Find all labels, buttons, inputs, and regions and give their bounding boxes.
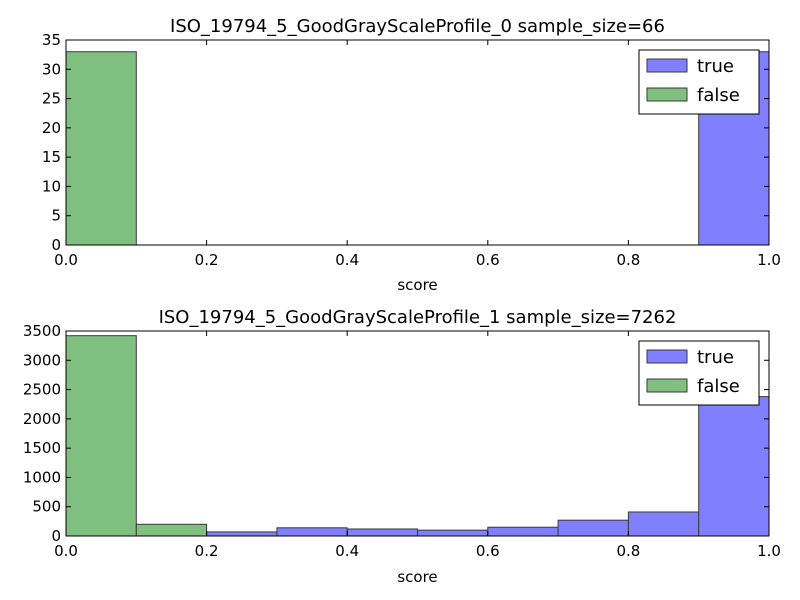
legend: true false (638, 49, 760, 115)
x-tick-label: 0.6 (476, 542, 500, 560)
bar-true-2 (206, 531, 278, 537)
y-tick-label: 0 (51, 527, 61, 545)
legend-label-true: true (697, 347, 734, 368)
x-tick-label: 1.0 (757, 251, 781, 269)
histogram-chart-top: ISO_19794_5_GoodGrayScaleProfile_0 sampl… (42, 16, 781, 294)
x-tick-label: 0.2 (195, 251, 219, 269)
x-axis-label: score (397, 568, 437, 586)
x-tick-label: 0.0 (54, 251, 78, 269)
bar-true-5 (417, 529, 489, 537)
y-tick-label: 10 (42, 177, 61, 195)
chart-title: ISO_19794_5_GoodGrayScaleProfile_1 sampl… (159, 307, 677, 328)
bar-true-3 (276, 527, 348, 537)
bar-true-7 (557, 519, 629, 537)
bar-true-4 (346, 528, 419, 537)
plot-frame (65, 39, 770, 246)
x-tick-label: 0.0 (54, 542, 78, 560)
y-tick-label: 3000 (23, 351, 61, 369)
y-tick-label: 35 (42, 31, 61, 49)
y-tick-label: 15 (42, 148, 61, 166)
bar-true-8 (627, 511, 700, 537)
legend-swatch-false (646, 378, 688, 393)
legend-label-false: false (697, 85, 740, 106)
bar-false-1 (135, 523, 208, 537)
x-tick-label: 1.0 (757, 542, 781, 560)
legend: true false (638, 340, 760, 406)
bar-false-0 (65, 335, 137, 537)
y-tick-label: 1000 (23, 468, 61, 486)
chart-title: ISO_19794_5_GoodGrayScaleProfile_0 sampl… (170, 16, 665, 37)
y-tick-label: 20 (42, 119, 61, 137)
legend-swatch-true (646, 58, 688, 73)
plot-frame (65, 330, 770, 537)
x-tick-label: 0.8 (616, 542, 640, 560)
y-tick-label: 500 (32, 498, 61, 516)
y-tick-label: 5 (51, 207, 61, 225)
y-tick-label: 0 (51, 236, 61, 254)
histogram-chart-bottom: ISO_19794_5_GoodGrayScaleProfile_1 sampl… (23, 307, 781, 586)
y-tick-label: 2500 (23, 381, 61, 399)
legend-label-false: false (697, 376, 740, 397)
x-tick-label: 0.4 (335, 251, 359, 269)
y-tick-label: 25 (42, 90, 61, 108)
bar-false-0 (65, 51, 137, 246)
y-tick-label: 1500 (23, 439, 61, 457)
y-tick-label: 30 (42, 60, 61, 78)
bar-true-9 (698, 396, 770, 537)
y-tick-label: 3500 (23, 322, 61, 340)
x-tick-label: 0.6 (476, 251, 500, 269)
legend-label-true: true (697, 56, 734, 77)
y-tick-label: 2000 (23, 410, 61, 428)
x-axis-label: score (397, 276, 437, 294)
legend-swatch-false (646, 87, 688, 102)
x-tick-label: 0.2 (195, 542, 219, 560)
x-tick-label: 0.8 (616, 251, 640, 269)
bar-true-6 (487, 526, 559, 537)
legend-swatch-true (646, 349, 688, 364)
x-tick-label: 0.4 (335, 542, 359, 560)
